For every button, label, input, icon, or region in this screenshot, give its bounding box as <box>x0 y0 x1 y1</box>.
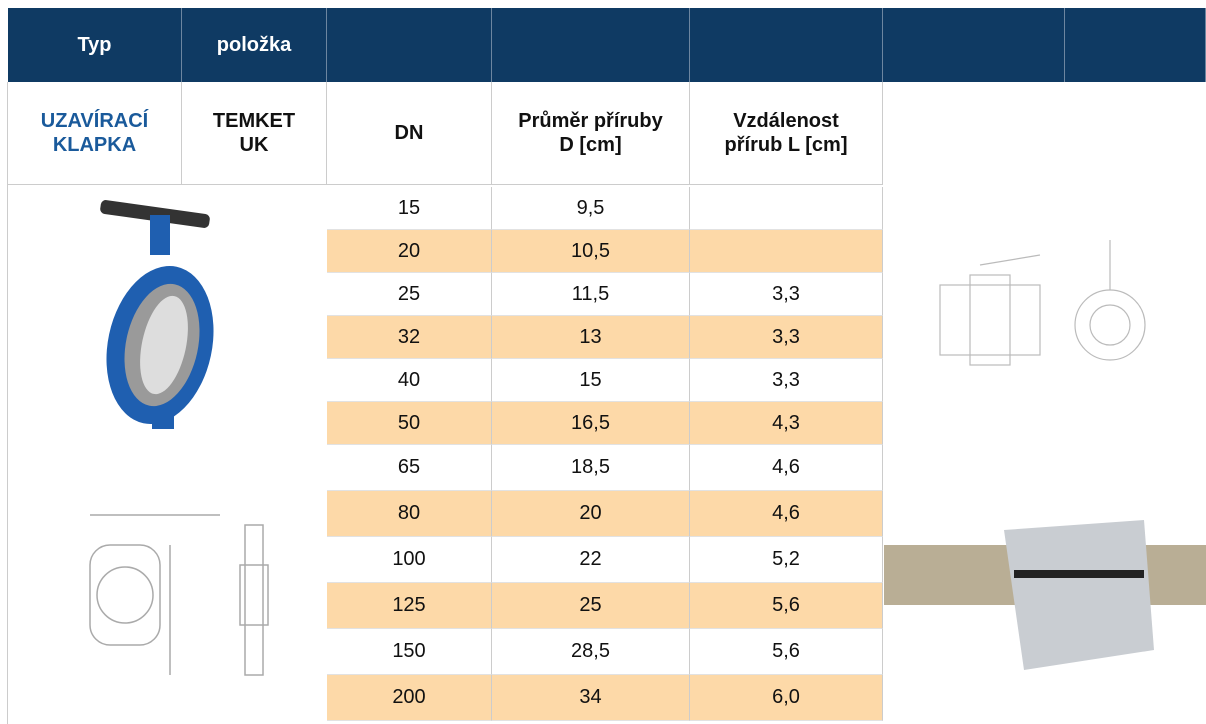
table-cell: 16,5 <box>492 402 690 445</box>
table-cell: 65 <box>327 445 492 491</box>
table-cell: 150 <box>327 629 492 675</box>
header-cell: Typ <box>8 8 182 82</box>
column-header: Průměr příruby D [cm] <box>492 82 690 185</box>
table-cell: 6,0 <box>690 675 883 721</box>
table-cell: 50 <box>327 402 492 445</box>
header-cell <box>690 8 883 82</box>
table-cell: 125 <box>327 583 492 629</box>
table-cell: 34 <box>492 675 690 721</box>
table-cell: 25 <box>327 273 492 316</box>
type-label: UZAVÍRACÍ KLAPKA <box>8 82 182 185</box>
table-cell: 20 <box>327 230 492 273</box>
table-cell: 10,5 <box>492 230 690 273</box>
table-cell: 5,6 <box>690 583 883 629</box>
table-cell: 3,3 <box>690 273 883 316</box>
drawing-small <box>939 240 1146 366</box>
table-cell: 25 <box>492 583 690 629</box>
valve-drawing <box>89 514 269 676</box>
header-cell <box>883 8 1065 82</box>
header-cell <box>327 8 492 82</box>
table-cell <box>690 230 883 273</box>
table-cell: 18,5 <box>492 445 690 491</box>
table-cell: 4,6 <box>690 445 883 491</box>
table-cell: 4,3 <box>690 402 883 445</box>
table-cell: 11,5 <box>492 273 690 316</box>
table-cell: 80 <box>327 491 492 537</box>
table-cell: 4,6 <box>690 491 883 537</box>
table-cell <box>690 187 883 230</box>
table-cell: 22 <box>492 537 690 583</box>
table-cell: 5,2 <box>690 537 883 583</box>
table-cell: 200 <box>327 675 492 721</box>
table-cell: 3,3 <box>690 316 883 359</box>
item-label: TEMKET UK <box>182 82 327 185</box>
column-header: DN <box>327 82 492 185</box>
table-cell: 9,5 <box>492 187 690 230</box>
table-cell: 15 <box>327 187 492 230</box>
left-border <box>7 82 8 724</box>
table-cell: 32 <box>327 316 492 359</box>
table-cell: 3,3 <box>690 359 883 402</box>
insulation-photo <box>884 520 1206 670</box>
column-header: Vzdálenost přírub L [cm] <box>690 82 883 185</box>
table-cell: 100 <box>327 537 492 583</box>
table-cell: 28,5 <box>492 629 690 675</box>
header-cell: položka <box>182 8 327 82</box>
table-cell: 15 <box>492 359 690 402</box>
table-cell: 13 <box>492 316 690 359</box>
header-cell <box>1065 8 1206 82</box>
table-cell: 20 <box>492 491 690 537</box>
table-cell: 5,6 <box>690 629 883 675</box>
header-cell <box>492 8 690 82</box>
table-cell: 40 <box>327 359 492 402</box>
valve-photo <box>100 200 214 429</box>
